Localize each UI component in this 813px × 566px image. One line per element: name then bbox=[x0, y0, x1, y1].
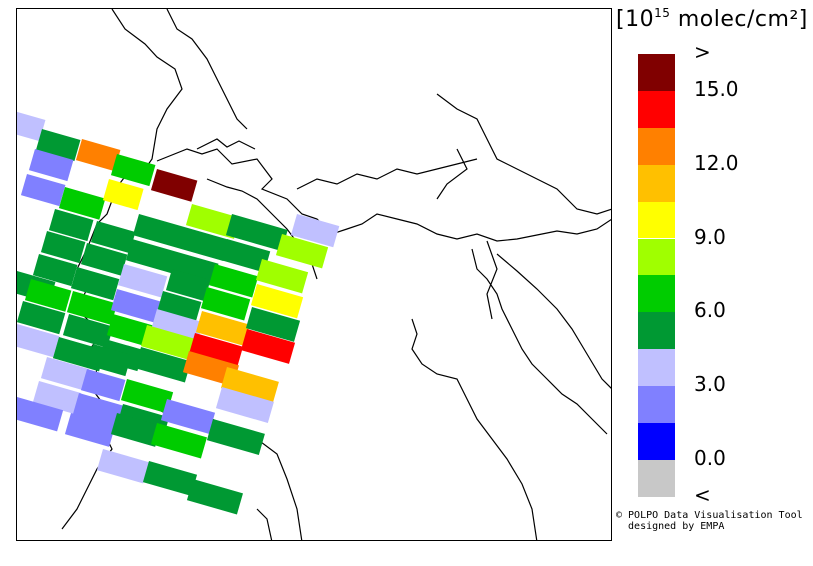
map-canvas bbox=[17, 9, 611, 540]
no2-pixel bbox=[250, 284, 304, 319]
no2-pixel bbox=[110, 289, 161, 323]
legend-swatch bbox=[638, 275, 675, 313]
no2-pixel bbox=[17, 324, 60, 358]
unit-base: 10 bbox=[625, 7, 655, 32]
no2-pixel bbox=[20, 173, 66, 207]
no2-pixel bbox=[140, 325, 197, 361]
no2-pixel bbox=[90, 221, 136, 254]
no2-pixel bbox=[48, 209, 94, 242]
no2-pixel bbox=[220, 367, 279, 404]
no2-pixel bbox=[206, 418, 265, 456]
no2-pixel bbox=[186, 479, 243, 515]
no2-pixel bbox=[66, 291, 118, 325]
no2-pixel bbox=[24, 279, 72, 312]
no2-pixel bbox=[150, 309, 204, 344]
legend-label: 9.0 bbox=[694, 224, 726, 249]
no2-pixel bbox=[142, 461, 198, 496]
no2-pixel bbox=[275, 234, 329, 269]
legend-swatch bbox=[638, 201, 675, 239]
no2-pixel bbox=[117, 264, 168, 298]
no2-pixel bbox=[132, 213, 230, 262]
legend-swatch bbox=[638, 238, 675, 276]
no2-pixel bbox=[110, 154, 156, 187]
legend-label: 6.0 bbox=[694, 298, 726, 323]
legend-swatch bbox=[638, 349, 675, 387]
no2-pixel bbox=[70, 267, 120, 301]
no2-pixel bbox=[80, 369, 126, 402]
no2-pixel bbox=[86, 344, 132, 377]
no2-pixel bbox=[255, 259, 309, 294]
unit-exponent: 15 bbox=[654, 6, 671, 20]
no2-pixel bbox=[28, 149, 74, 182]
legend-swatch bbox=[638, 90, 675, 128]
credits-text: © POLPO Data Visualisation Tool designed… bbox=[616, 510, 803, 532]
credits-line-1: © POLPO Data Visualisation Tool bbox=[616, 510, 803, 521]
legend-swatch bbox=[638, 54, 675, 91]
no2-pixel bbox=[32, 381, 82, 415]
country-borders bbox=[61, 9, 611, 540]
no2-pixel bbox=[208, 264, 259, 298]
legend-swatch bbox=[638, 386, 675, 423]
legend-unit-label: [1015 molec/cm²] bbox=[616, 6, 812, 32]
no2-pixel bbox=[96, 449, 150, 484]
no2-pixel bbox=[40, 231, 86, 264]
legend-label: 0.0 bbox=[694, 445, 726, 470]
legend-label: > bbox=[694, 40, 711, 64]
no2-pixel bbox=[58, 187, 106, 220]
no2-pixel bbox=[17, 301, 66, 335]
no2-pixel bbox=[160, 399, 216, 434]
no2-pixel bbox=[200, 287, 251, 321]
no2-pixel bbox=[215, 386, 274, 424]
no2-pixel bbox=[195, 311, 251, 346]
no2-pixel bbox=[80, 243, 128, 276]
legend-swatch bbox=[638, 423, 675, 460]
legend-label: < bbox=[694, 482, 711, 507]
no2-pixel bbox=[125, 238, 219, 285]
no2-pixel bbox=[150, 423, 207, 459]
credits-line-2: designed by EMPA bbox=[616, 521, 725, 532]
no2-pixel bbox=[102, 179, 144, 211]
no2-pixel bbox=[150, 169, 198, 202]
no2-pixel bbox=[62, 313, 114, 348]
legend-swatch bbox=[638, 127, 675, 165]
unit-bracket-close: ] bbox=[798, 7, 808, 32]
no2-pixel bbox=[240, 329, 296, 364]
no2-pixel bbox=[165, 269, 211, 302]
no2-pixel-layer bbox=[17, 109, 340, 515]
no2-pixel bbox=[64, 413, 116, 447]
no2-pixel bbox=[220, 239, 271, 273]
legend-swatch bbox=[638, 312, 675, 350]
no2-pixel bbox=[120, 379, 174, 414]
unit-text: molec/cm² bbox=[670, 7, 799, 32]
unit-bracket-open: [ bbox=[616, 7, 626, 32]
no2-pixel bbox=[245, 307, 301, 342]
legend-swatch bbox=[638, 459, 675, 497]
no2-pixel bbox=[72, 392, 124, 427]
map-panel bbox=[16, 8, 612, 541]
no2-pixel bbox=[134, 347, 191, 383]
legend-label: 12.0 bbox=[694, 150, 739, 175]
no2-pixel bbox=[225, 214, 288, 252]
no2-pixel bbox=[75, 139, 121, 172]
legend-label: 15.0 bbox=[694, 76, 739, 101]
no2-pixel bbox=[17, 397, 64, 432]
no2-pixel bbox=[40, 357, 90, 391]
no2-pixel bbox=[290, 214, 340, 248]
legend-swatch bbox=[638, 164, 675, 202]
no2-pixel bbox=[32, 254, 78, 287]
no2-pixel bbox=[188, 333, 244, 368]
no2-pixel bbox=[17, 109, 46, 142]
no2-pixel bbox=[185, 204, 241, 239]
no2-pixel bbox=[110, 412, 162, 447]
legend-label: 3.0 bbox=[694, 372, 726, 397]
